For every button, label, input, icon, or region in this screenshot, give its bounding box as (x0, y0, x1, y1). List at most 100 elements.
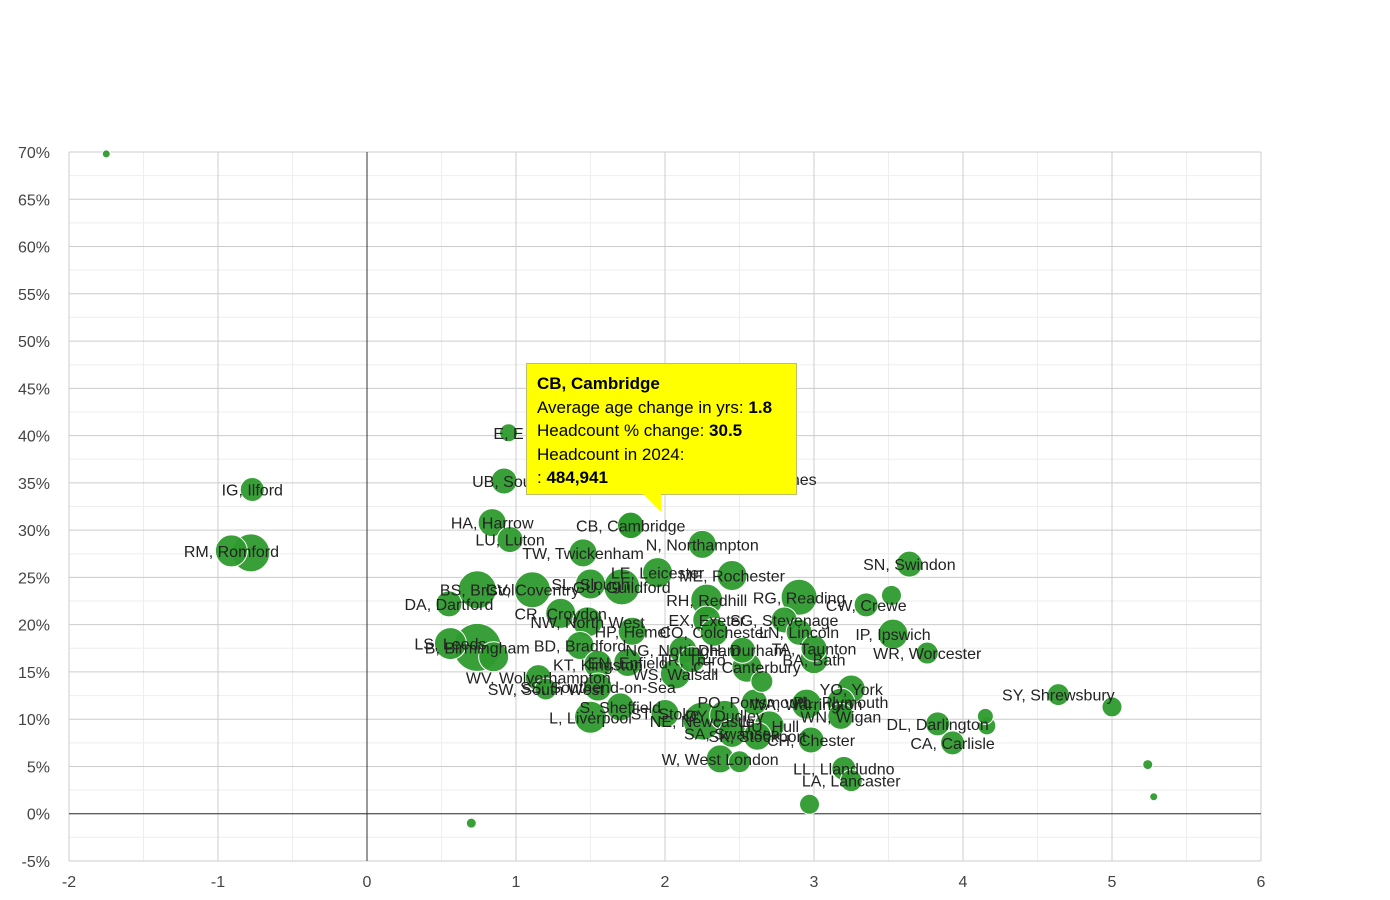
bubble[interactable] (613, 647, 643, 677)
bubble[interactable] (1046, 683, 1070, 707)
bubble[interactable] (214, 534, 248, 568)
bubble-label: N, Northampton (646, 537, 759, 554)
bubble[interactable] (433, 627, 467, 661)
bubble-label: LA, Lancaster (802, 774, 901, 791)
bubble-label: EN, Enfield (588, 655, 668, 672)
bubble[interactable] (839, 769, 863, 793)
bubble-label: BS, Bristol (440, 583, 515, 600)
bubble-label: TW, Twickenham (522, 546, 644, 563)
bubble[interactable] (565, 630, 595, 660)
bubble[interactable] (925, 711, 951, 737)
bubble[interactable] (615, 510, 646, 541)
bubble[interactable] (915, 641, 939, 665)
bubble[interactable] (499, 423, 519, 443)
bubble-label: CT, Canterbury (693, 660, 801, 677)
bubble[interactable] (617, 616, 647, 646)
bubble-label: BA, Bath (782, 653, 845, 670)
bubble[interactable] (477, 508, 507, 538)
bubble-label: TR, Truro (658, 653, 726, 670)
bubble[interactable] (568, 538, 598, 568)
bubble[interactable] (827, 702, 855, 730)
bubble-label: WR, Worcester (873, 646, 982, 663)
bubble[interactable] (728, 636, 756, 664)
bubble-label: HA, Harrow (451, 516, 534, 533)
bubble-label: WA, Warrington (751, 697, 863, 714)
bubbles[interactable] (101, 149, 1159, 829)
bubble[interactable] (880, 584, 902, 606)
bubble[interactable] (583, 672, 613, 702)
x-tick-labels: -2 -1 0 1 2 3 4 5 6 (62, 874, 1266, 891)
x-tick-label: -2 (62, 874, 76, 891)
bubble[interactable] (780, 578, 818, 616)
tooltip-row-value: 1.8 (748, 397, 773, 417)
bubble-label: LU, Luton (475, 533, 544, 550)
bubble[interactable] (457, 570, 497, 610)
x-tick-label: 3 (810, 874, 819, 891)
bubble[interactable] (797, 726, 825, 754)
bubble-label: NG, Nottingham (626, 643, 741, 660)
bubble[interactable] (940, 730, 966, 756)
bubble[interactable] (101, 149, 111, 159)
x-tick-label: 2 (661, 874, 670, 891)
bubble[interactable] (976, 707, 994, 725)
bubble[interactable] (496, 526, 524, 554)
x-tick-label: -1 (211, 874, 225, 891)
bubble-label: SK, Stockport (708, 729, 806, 746)
bubble[interactable] (750, 669, 774, 693)
bubble[interactable] (534, 677, 558, 701)
bubble-label: KT, Kingston (553, 657, 643, 674)
bubble[interactable] (605, 692, 635, 722)
bubble[interactable] (716, 560, 748, 592)
bubble[interactable] (699, 617, 729, 647)
bubble[interactable] (513, 571, 551, 609)
x-tick-label: 0 (363, 874, 372, 891)
bubble[interactable] (642, 557, 674, 589)
bubble[interactable] (678, 646, 706, 674)
tooltip: CB, Cambridge Average age change in yrs:… (526, 363, 797, 495)
y-tick-label: 35% (18, 476, 50, 493)
bubble-label: B, Birmingham (425, 640, 530, 657)
bubble[interactable] (877, 618, 909, 650)
bubble[interactable] (239, 476, 265, 502)
bubble-label: NE, Newcastle (650, 714, 755, 731)
bubble-label: RG, Reading (753, 590, 846, 607)
y-tick-label: 15% (18, 665, 50, 682)
bubble-label: CW, Crewe (826, 598, 907, 615)
bubble-label: DY, Dudley (685, 708, 764, 725)
bubble-label: YO, York (820, 682, 884, 699)
bubble[interactable] (650, 699, 680, 729)
bubble-label: DA, Dartford (404, 597, 493, 614)
bubble[interactable] (895, 550, 923, 578)
bubble[interactable] (687, 529, 717, 559)
bubble[interactable] (465, 817, 477, 829)
bubble-label: LS, Leeds (414, 637, 486, 654)
y-tick-label: 30% (18, 523, 50, 540)
y-tick-label: 70% (18, 145, 50, 162)
bubble[interactable] (800, 634, 828, 662)
bubble-label: ME, Rochester (679, 569, 785, 586)
tooltip-row-age: Average age change in yrs: 1.8 (537, 396, 786, 420)
bubble-label: ST, Stoke (631, 707, 700, 724)
bubble[interactable] (435, 590, 463, 618)
bubble[interactable] (478, 641, 510, 673)
bubble[interactable] (791, 688, 823, 720)
bubble[interactable] (742, 721, 772, 751)
axis-lines (69, 152, 1261, 861)
bubble[interactable] (1101, 696, 1123, 718)
bubble-label: SL, Slough (551, 577, 629, 594)
bubble-label: NW, North West (530, 615, 645, 632)
bubble[interactable] (1142, 759, 1154, 771)
bubble[interactable] (574, 700, 607, 734)
tooltip-row-headcount-value: : 484,941 (537, 466, 786, 490)
bubble[interactable] (490, 467, 518, 495)
bubble[interactable] (1149, 792, 1159, 802)
bubble-label: CR, Croydon (514, 606, 606, 623)
bubble-label: PL, Plymouth (793, 695, 888, 712)
bubble-label: CA, Carlisle (910, 736, 995, 753)
bubble[interactable] (728, 750, 751, 774)
bubble[interactable] (853, 592, 879, 618)
tooltip-title: CB, Cambridge (537, 374, 660, 393)
bubble[interactable] (575, 568, 606, 600)
bubble[interactable] (799, 793, 821, 815)
tooltip-row-label: Headcount % change: (537, 421, 705, 440)
